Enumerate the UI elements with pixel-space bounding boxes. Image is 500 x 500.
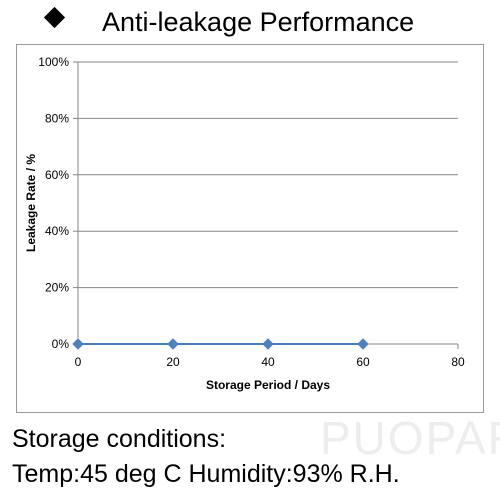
data-point-marker — [262, 338, 274, 350]
black-diamond-icon — [43, 6, 66, 29]
page-title: Anti-leakage Performance — [102, 7, 415, 37]
data-point-marker — [167, 338, 179, 350]
leakage-chart: 0% 20% 40% 60% 80% 100% 0 20 40 60 80 Storage Perio… — [24, 55, 465, 392]
y-tick-label: 40% — [45, 224, 69, 238]
header: Anti-leakage Performance — [0, 0, 500, 50]
data-point-marker — [72, 338, 84, 350]
x-tick-label: 0 — [75, 355, 82, 369]
watermark: PUOPART.RU — [320, 412, 500, 464]
x-axis-label: Storage Period / Days — [206, 378, 330, 392]
x-tick-label: 60 — [356, 355, 370, 369]
x-tick-label: 80 — [451, 355, 465, 369]
chart-panel: 0% 20% 40% 60% 80% 100% 0 20 40 60 80 Storage Perio… — [16, 44, 484, 413]
storage-conditions-values: Temp:45 deg C Humidity:93% R.H. — [12, 460, 400, 488]
y-tick-label: 80% — [45, 111, 69, 125]
y-tick-label: 20% — [45, 281, 69, 295]
y-tick-label: 60% — [45, 168, 69, 182]
data-point-marker — [357, 338, 369, 350]
y-tick-label: 100% — [38, 55, 69, 69]
x-tick-label: 40 — [261, 355, 275, 369]
storage-conditions-heading: Storage conditions: — [12, 425, 227, 453]
x-tick-label: 20 — [166, 355, 180, 369]
y-axis-label: Leakage Rate / % — [24, 154, 38, 252]
y-tick-label: 0% — [52, 337, 70, 351]
